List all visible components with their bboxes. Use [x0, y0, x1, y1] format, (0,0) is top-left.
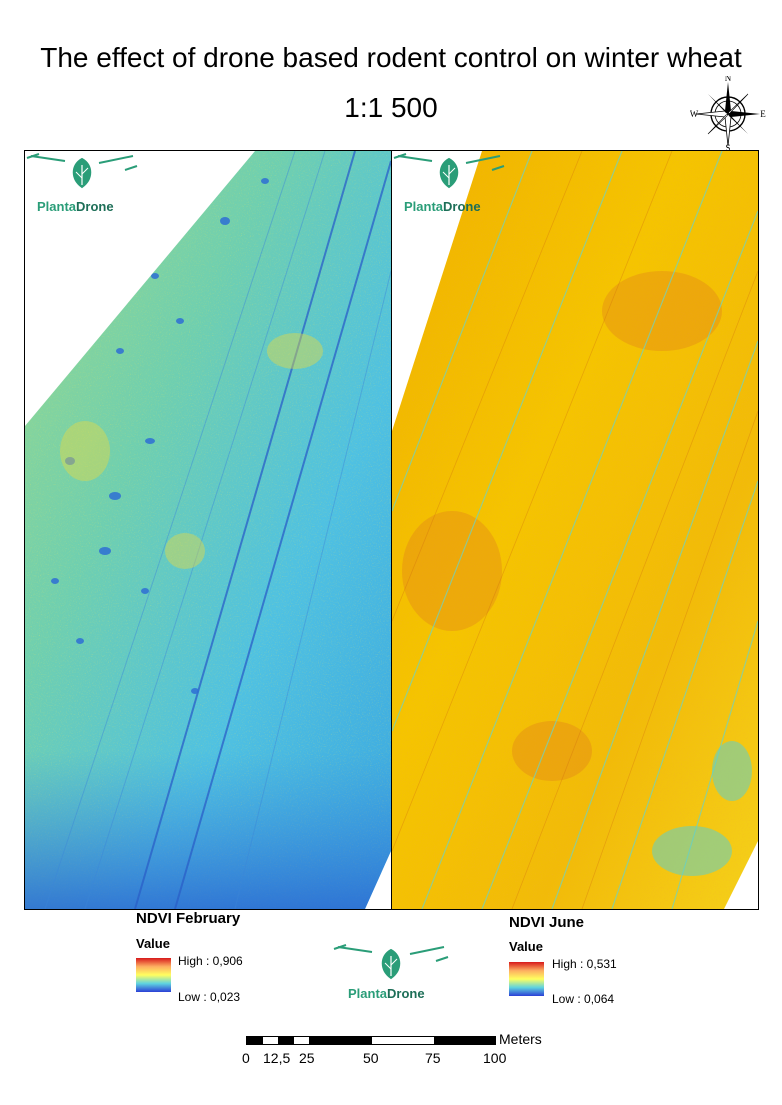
map-title: The effect of drone based rodent control… [40, 42, 742, 73]
scale-tick-50: 50 [363, 1050, 379, 1066]
legend-jun-low: Low : 0,064 [552, 992, 615, 1006]
ndvi-february-map[interactable]: PlantaDrone [24, 150, 392, 910]
compass-east-label: E [760, 109, 766, 119]
scale-tick-75: 75 [425, 1050, 441, 1066]
compass-south-label: S [725, 143, 730, 152]
legend-jun-title: NDVI June [509, 914, 585, 931]
scale-bar-unit: Meters [499, 1031, 542, 1047]
drone-leaf-icon [26, 153, 138, 189]
planta-drone-logo-center: PlantaDrone [333, 944, 449, 1001]
planta-drone-logo: PlantaDrone [393, 153, 505, 214]
legend-feb-low: Low : 0,023 [178, 990, 241, 1004]
ndvi-february-raster: PlantaDrone [25, 151, 391, 909]
compass-west-label: W [690, 109, 699, 119]
compass-rose-icon: N S E W [690, 76, 766, 152]
ndvi-june-map[interactable]: PlantaDrone [391, 150, 759, 910]
drone-leaf-icon [333, 944, 449, 980]
ndvi-june-raster: PlantaDrone [392, 151, 758, 909]
legend-jun-high: High : 0,531 [552, 957, 617, 971]
scale-bar [246, 1036, 496, 1045]
legend-jun-color-ramp [509, 962, 544, 996]
scale-tick-0: 0 [242, 1050, 250, 1066]
svg-text:PlantaDrone: PlantaDrone [404, 199, 481, 214]
low-ndvi-patches [51, 178, 269, 694]
legend-feb-title: NDVI February [136, 910, 241, 927]
scale-tick-25: 25 [299, 1050, 315, 1066]
compass-north-label: N [725, 76, 732, 83]
legend-jun-value-heading: Value [509, 939, 543, 954]
scale-tick-100: 100 [483, 1050, 507, 1066]
drone-leaf-icon [393, 153, 505, 189]
map-scale-ratio: 1:1 500 [344, 92, 438, 123]
tramline-rows [392, 151, 758, 909]
planta-drone-logo: PlantaDrone [26, 153, 138, 214]
legend-feb-color-ramp [136, 958, 171, 992]
legend-feb-high: High : 0,906 [178, 954, 243, 968]
svg-text:PlantaDrone: PlantaDrone [37, 199, 114, 214]
scale-tick-12-5: 12,5 [263, 1050, 291, 1066]
svg-text:PlantaDrone: PlantaDrone [348, 986, 425, 1001]
legend-feb-value-heading: Value [136, 936, 170, 951]
